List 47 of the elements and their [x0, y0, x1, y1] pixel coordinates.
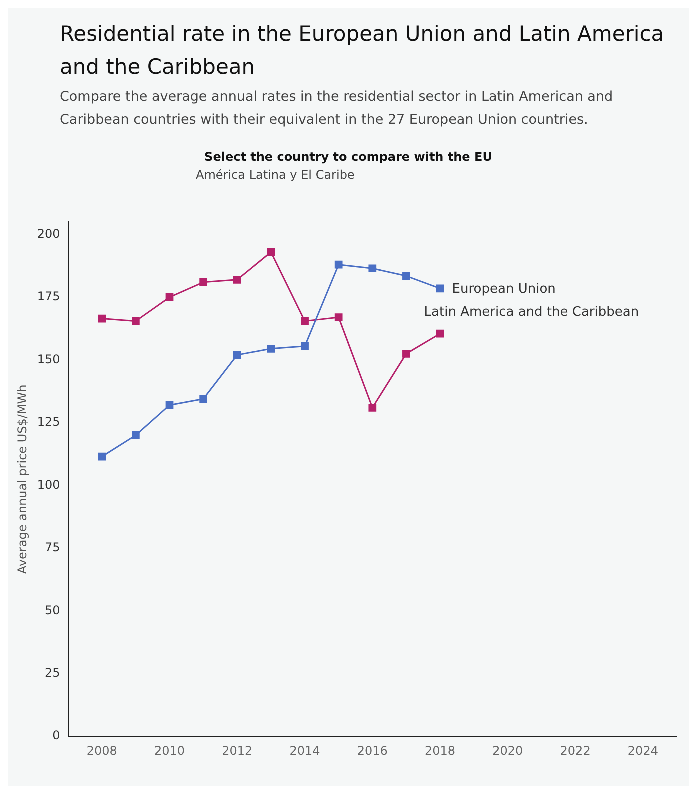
x-tick-label: 2014: [290, 744, 320, 758]
y-tick-label: 75: [45, 540, 60, 555]
point: [98, 452, 106, 461]
point: [267, 344, 276, 353]
x-tick-label: 2010: [154, 744, 186, 758]
y-tick-label: 125: [37, 415, 60, 430]
y-tick-label: 25: [45, 666, 60, 680]
chart-title: Residential rate in the European Union and Latin America and the Caribbean: [60, 21, 666, 81]
point: [368, 404, 377, 412]
point: [166, 294, 174, 302]
y-tick-label: 50: [45, 603, 60, 618]
point: [334, 314, 343, 322]
y-tick-label: 150: [37, 352, 60, 366]
x-tick-label: 2020: [492, 744, 524, 758]
x-tick-label: 2016: [357, 744, 388, 758]
point: [334, 260, 343, 269]
point: [132, 317, 140, 326]
y-tick-label: 175: [37, 290, 60, 304]
chart-subtitle: Compare the average annual rates in the residential sector in Latin American and Caribbean countries with their equivalent in the 27 European Union countries.: [60, 88, 614, 130]
x-tick-label: 2024: [628, 744, 658, 758]
point: [132, 432, 140, 440]
point: [233, 276, 242, 284]
point: [267, 248, 276, 256]
point: [402, 350, 410, 358]
x-tick-label: 2008: [86, 744, 118, 758]
x-tick-label: 2012: [222, 744, 253, 758]
y-tick-label: 0: [52, 728, 60, 743]
y-tick-label: 100: [37, 478, 60, 492]
series-label: European Union: [452, 282, 556, 298]
point: [436, 284, 444, 293]
text: América Latina y El Caribe: [196, 168, 356, 182]
point: [200, 395, 208, 404]
point: [368, 264, 377, 273]
y-tick-label: 200: [37, 226, 60, 241]
point: [301, 317, 309, 326]
point: [98, 314, 106, 323]
point: [436, 330, 444, 338]
point: [233, 351, 242, 360]
point: [200, 278, 208, 286]
point: [301, 342, 309, 350]
point: [402, 272, 410, 280]
x-tick-label: 2022: [560, 744, 591, 758]
point: [166, 401, 174, 410]
text: Select the country to compare with the EU: [204, 150, 494, 164]
x-tick-label: 2018: [425, 744, 456, 758]
y-axis-title: Average annual price US$/MWh: [15, 384, 30, 574]
series-label: Latin America and the Caribbean: [424, 305, 640, 320]
